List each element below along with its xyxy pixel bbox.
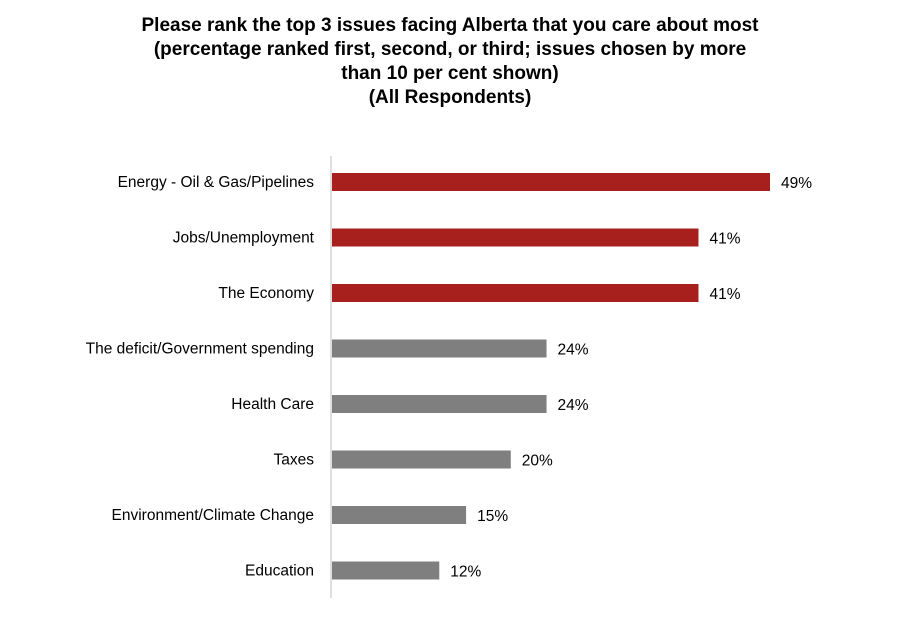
category-label: Education <box>245 563 314 580</box>
value-label: 12% <box>450 564 481 581</box>
bar <box>332 450 511 469</box>
category-label: Jobs/Unemployment <box>173 230 315 247</box>
bar <box>332 228 699 247</box>
bar <box>332 395 547 413</box>
value-label: 24% <box>558 342 589 359</box>
category-label: Taxes <box>274 452 315 469</box>
chart-title-line-1: Please rank the top 3 issues facing Albe… <box>141 15 759 36</box>
value-label: 49% <box>781 175 812 192</box>
bars-group: Energy - Oil & Gas/Pipelines 49% Jobs/Unem… <box>86 173 812 581</box>
category-label: The Economy <box>218 285 314 302</box>
category-label: Energy - Oil & Gas/Pipelines <box>118 174 315 191</box>
bar <box>332 561 440 580</box>
bar <box>332 284 699 302</box>
category-label: Environment/Climate Change <box>112 507 314 524</box>
value-label: 41% <box>709 286 740 303</box>
bar <box>332 173 770 191</box>
value-label: 15% <box>477 508 508 525</box>
chart-title: Please rank the top 3 issues facing Albe… <box>0 14 900 110</box>
value-label: 24% <box>558 397 589 414</box>
value-label: 20% <box>522 453 553 470</box>
category-label: Health Care <box>231 396 314 413</box>
chart-title-line-2: (percentage ranked first, second, or thi… <box>153 39 747 60</box>
bar <box>332 506 467 524</box>
value-label: 41% <box>709 231 740 248</box>
chart-title-line-3: than 10 per cent shown) <box>341 63 559 84</box>
bar <box>332 339 547 358</box>
category-label: The deficit/Government spending <box>86 341 314 358</box>
chart-title-line-4: (All Respondents) <box>368 87 532 108</box>
